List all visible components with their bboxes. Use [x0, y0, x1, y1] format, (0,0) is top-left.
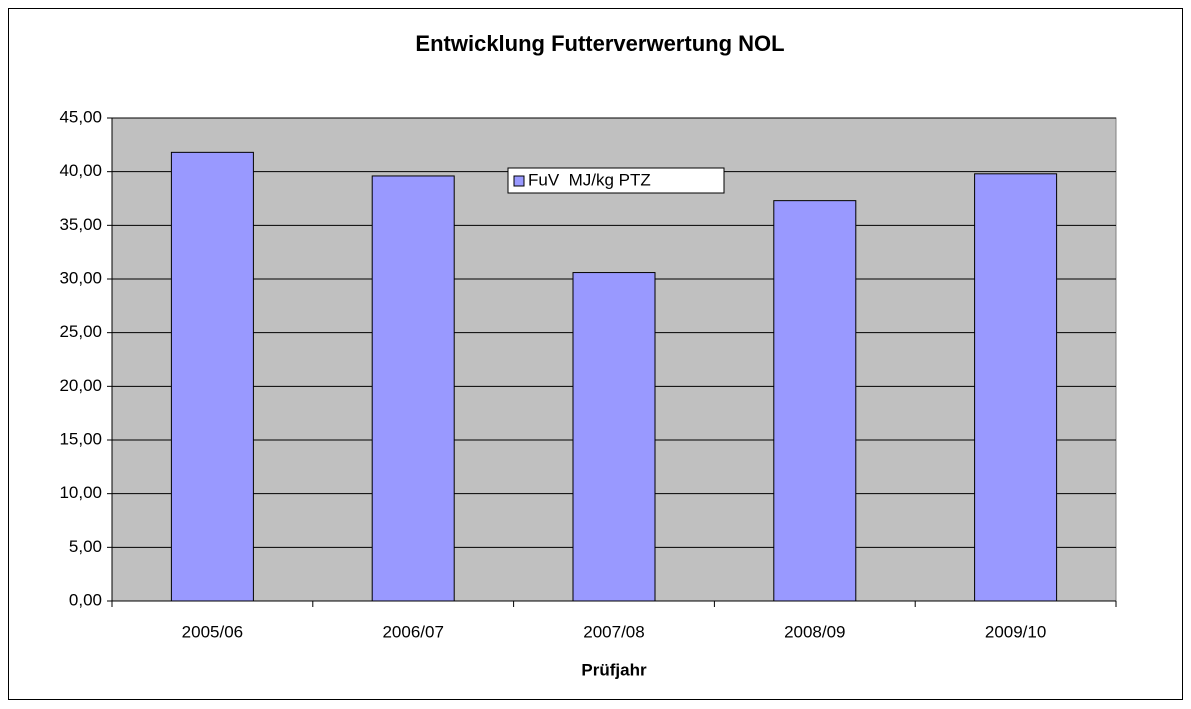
y-tick-label: 20,00 — [59, 376, 102, 395]
bar — [974, 173, 1058, 602]
x-tick-label: 2008/09 — [784, 622, 845, 641]
y-tick-label: 15,00 — [59, 429, 102, 448]
y-tick-label: 35,00 — [59, 215, 102, 234]
bar — [371, 175, 455, 602]
bar — [773, 200, 857, 602]
bar — [572, 272, 656, 602]
legend-swatch — [513, 175, 525, 187]
y-tick-label: 25,00 — [59, 322, 102, 341]
bar — [170, 151, 254, 602]
legend-box — [507, 167, 725, 194]
y-tick-label: 10,00 — [59, 483, 102, 502]
x-axis-title: Prüfjahr — [581, 660, 647, 679]
y-tick-label: 5,00 — [69, 537, 102, 556]
y-tick-label: 45,00 — [59, 107, 102, 126]
y-tick-label: 30,00 — [59, 268, 102, 287]
chart-title: Entwicklung Futterverwertung NOL — [415, 31, 784, 56]
x-tick-label: 2005/06 — [182, 622, 243, 641]
y-tick-label: 40,00 — [59, 161, 102, 180]
legend-label: FuV MJ/kg PTZ — [528, 170, 651, 189]
y-tick-label: 0,00 — [69, 590, 102, 609]
x-tick-label: 2009/10 — [985, 622, 1046, 641]
x-tick-label: 2007/08 — [583, 622, 644, 641]
x-tick-label: 2006/07 — [382, 622, 443, 641]
